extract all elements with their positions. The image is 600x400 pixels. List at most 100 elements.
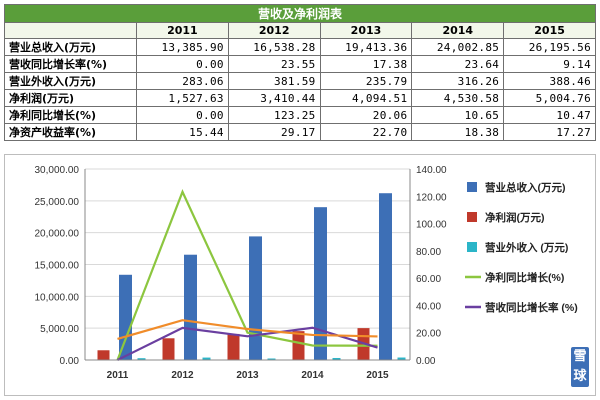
left-axis-tick-label: 25,000.00 bbox=[35, 197, 80, 208]
bar bbox=[97, 350, 110, 360]
combo-chart: 0.00 5,000.00 10,000.00 15,000.00 20,000.00 2… bbox=[35, 165, 578, 381]
year-header-2015: 2015 bbox=[503, 22, 596, 39]
table-cell: 381.59 bbox=[227, 72, 321, 90]
table-cell: 235.79 bbox=[319, 72, 413, 90]
table-cell: 22.70 bbox=[319, 123, 413, 141]
row-label: 净利同比增长(%) bbox=[4, 106, 137, 124]
right-axis-tick-label: 0.00 bbox=[416, 356, 436, 367]
left-axis-tick-label: 30,000.00 bbox=[35, 165, 80, 176]
left-axis-tick-label: 15,000.00 bbox=[35, 261, 80, 272]
table-cell: 0.00 bbox=[136, 106, 229, 124]
table-cell: 26,195.56 bbox=[503, 38, 596, 56]
left-axis: 0.00 5,000.00 10,000.00 15,000.00 20,000.00 2… bbox=[35, 165, 86, 367]
legend-label: 营收同比增长率 (%) bbox=[485, 301, 578, 314]
row-label: 营业总收入(万元) bbox=[4, 38, 137, 56]
table-cell: 283.06 bbox=[136, 72, 229, 90]
table-cell: 19,413.36 bbox=[319, 38, 413, 56]
financial-table: 营收及净利润表 2011 2012 2013 2014 2015 营业总收入(万元) 13… bbox=[4, 4, 596, 141]
legend-label: 净利润(万元) bbox=[485, 211, 545, 224]
lines-layer bbox=[116, 189, 378, 361]
table-title: 营收及净利润表 bbox=[4, 4, 596, 23]
table-cell: 123.25 bbox=[227, 106, 321, 124]
table-cell: 316.26 bbox=[411, 72, 505, 90]
table-cell: 23.55 bbox=[227, 55, 321, 73]
table-cell: 388.46 bbox=[503, 72, 596, 90]
table-cell: 4,530.58 bbox=[411, 89, 505, 107]
right-axis-tick-label: 40.00 bbox=[416, 301, 441, 312]
table-cell: 3,410.44 bbox=[227, 89, 321, 107]
legend-swatch bbox=[467, 182, 477, 192]
table-cell: 24,002.85 bbox=[411, 38, 505, 56]
right-axis-tick-label: 140.00 bbox=[416, 165, 447, 176]
bar bbox=[184, 254, 197, 360]
right-axis-tick-label: 60.00 bbox=[416, 274, 441, 285]
table-cell: 16,538.28 bbox=[227, 38, 321, 56]
bar bbox=[162, 338, 175, 360]
right-axis-tick-label: 20.00 bbox=[416, 329, 441, 340]
header-corner-cell bbox=[4, 22, 137, 39]
bar bbox=[314, 207, 327, 360]
table-row: 净利同比增长(%) 0.00 123.25 20.06 10.65 10.47 bbox=[4, 106, 596, 124]
year-header-2011: 2011 bbox=[136, 22, 229, 39]
bar bbox=[137, 358, 146, 360]
x-axis-tick-label: 2012 bbox=[171, 370, 194, 381]
legend-label: 净利同比增长(%) bbox=[485, 271, 564, 284]
year-header-row: 2011 2012 2013 2014 2015 bbox=[4, 22, 596, 39]
financial-table-container: 营收及净利润表 2011 2012 2013 2014 2015 营业总收入(万元) 13… bbox=[4, 4, 596, 141]
table-cell: 0.00 bbox=[136, 55, 229, 73]
bar bbox=[119, 274, 132, 360]
table-body: 营业总收入(万元) 13,385.90 16,538.28 19,413.36 24,0… bbox=[4, 38, 596, 141]
x-axis-tick-label: 2014 bbox=[301, 370, 324, 381]
table-row: 营收同比增长率(%) 0.00 23.55 17.38 23.64 9.14 bbox=[4, 55, 596, 73]
bar bbox=[379, 193, 392, 360]
table-cell: 10.47 bbox=[503, 106, 596, 124]
table-row: 净资产收益率(%) 15.44 29.17 22.70 18.38 17.27 bbox=[4, 123, 596, 141]
table-row: 营业总收入(万元) 13,385.90 16,538.28 19,413.36 24,0… bbox=[4, 38, 596, 56]
table-cell: 9.14 bbox=[503, 55, 596, 73]
bar bbox=[249, 236, 262, 360]
left-axis-tick-label: 10,000.00 bbox=[35, 292, 80, 303]
row-label: 营收同比增长率(%) bbox=[4, 55, 137, 73]
right-axis-tick-label: 120.00 bbox=[416, 192, 447, 203]
table-cell: 29.17 bbox=[227, 123, 321, 141]
table-row: 净利润(万元) 1,527.63 3,410.44 4,094.51 4,530.58 5… bbox=[4, 89, 596, 107]
bar bbox=[227, 333, 240, 360]
table-title-row: 营收及净利润表 bbox=[4, 4, 596, 23]
year-header-2012: 2012 bbox=[227, 22, 321, 39]
bar bbox=[202, 357, 211, 360]
right-axis: 0.00 20.00 40.00 60.00 80.00 100.00 120.00 140.… bbox=[409, 165, 447, 367]
legend-label: 营业总收入(万元) bbox=[485, 181, 566, 194]
row-label: 营业外收入(万元) bbox=[4, 72, 137, 90]
xueqiu-watermark: 雪球 bbox=[571, 347, 589, 387]
table-cell: 17.27 bbox=[503, 123, 596, 141]
bar bbox=[292, 331, 305, 360]
bar bbox=[397, 357, 406, 360]
right-axis-tick-label: 100.00 bbox=[416, 220, 447, 231]
row-label: 净资产收益率(%) bbox=[4, 123, 137, 141]
table-cell: 13,385.90 bbox=[136, 38, 229, 56]
table-cell: 15.44 bbox=[136, 123, 229, 141]
table-cell: 17.38 bbox=[319, 55, 413, 73]
bar bbox=[267, 358, 276, 360]
table-cell: 23.64 bbox=[411, 55, 505, 73]
legend-label: 营业外收入 (万元) bbox=[485, 241, 568, 254]
legend-swatch bbox=[467, 212, 477, 222]
legend-swatch bbox=[467, 242, 477, 252]
bar bbox=[332, 357, 341, 360]
x-axis: 2011 2012 2013 2014 2015 bbox=[85, 359, 410, 381]
table-cell: 18.38 bbox=[411, 123, 505, 141]
x-axis-tick-label: 2011 bbox=[107, 370, 129, 381]
table-cell: 20.06 bbox=[319, 106, 413, 124]
table-row: 营业外收入(万元) 283.06 381.59 235.79 316.26 388.46 bbox=[4, 72, 596, 90]
table-cell: 1,527.63 bbox=[136, 89, 229, 107]
grid-lines bbox=[85, 168, 410, 361]
legend: 营业总收入(万元) 净利润(万元) 营业外收入 (万元) 净利同比增长(%) 营收同比增… bbox=[465, 181, 578, 314]
left-axis-tick-label: 0.00 bbox=[60, 356, 80, 367]
table-cell: 4,094.51 bbox=[319, 89, 413, 107]
chart-area: 0.00 5,000.00 10,000.00 15,000.00 20,000.00 2… bbox=[4, 154, 596, 396]
row-label: 净利润(万元) bbox=[4, 89, 137, 107]
x-axis-tick-label: 2015 bbox=[366, 370, 389, 381]
series-line bbox=[117, 319, 378, 340]
table-cell: 5,004.76 bbox=[503, 89, 596, 107]
year-header-2014: 2014 bbox=[411, 22, 505, 39]
